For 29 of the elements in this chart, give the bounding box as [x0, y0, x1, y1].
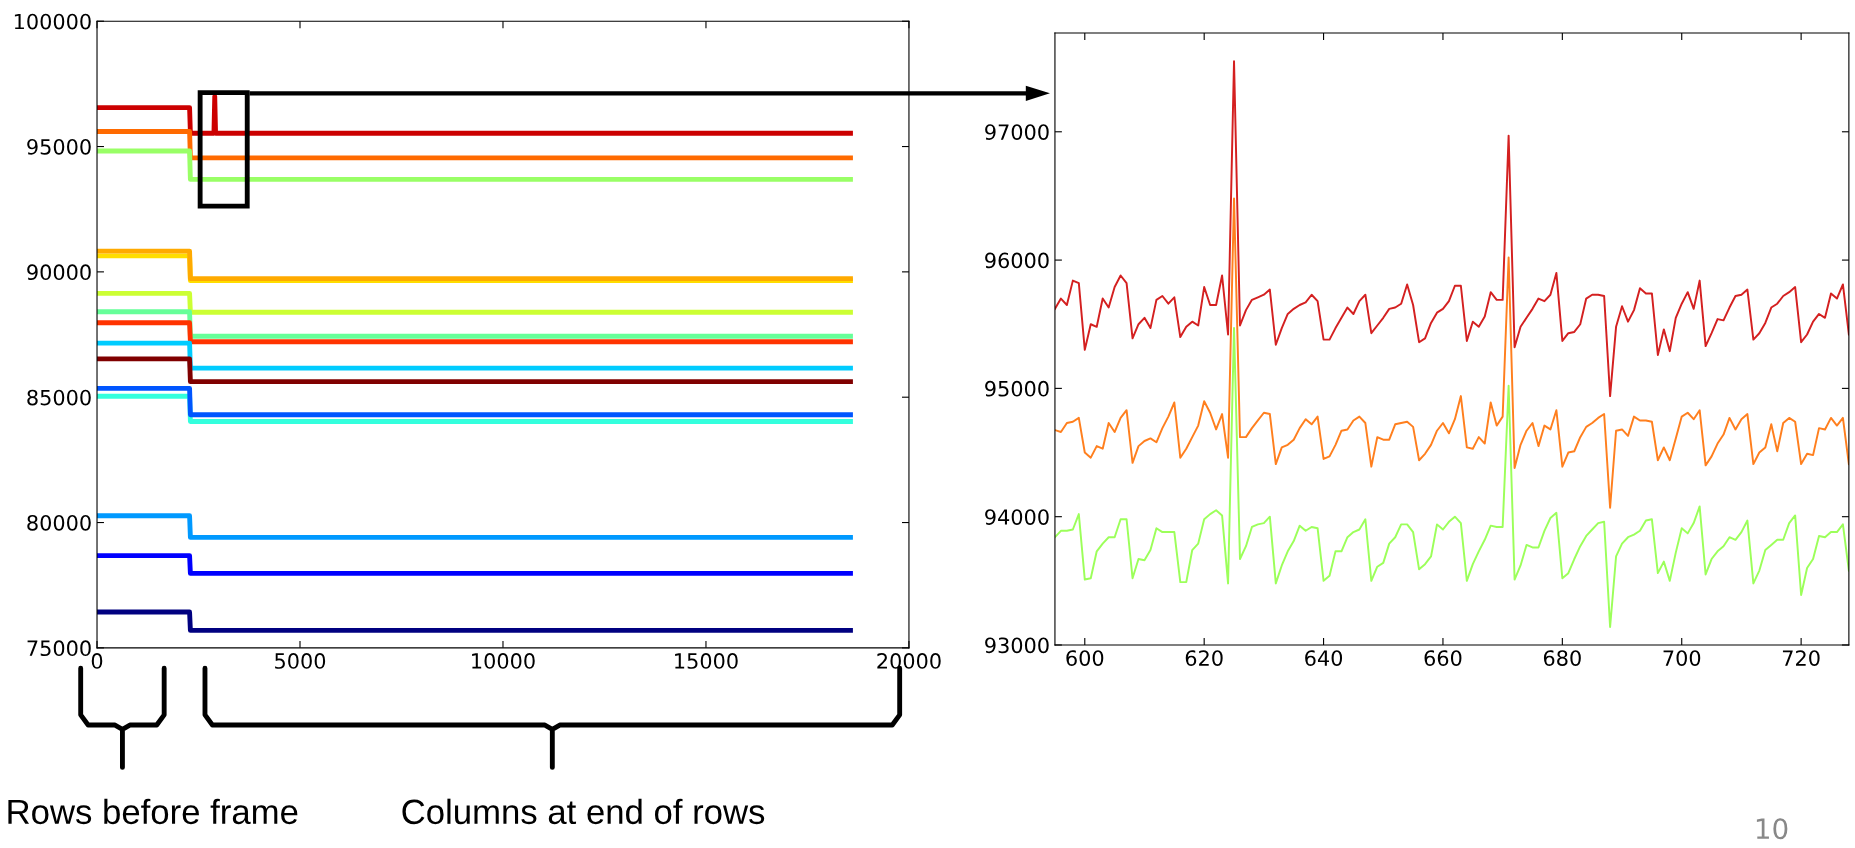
- y-tick-label: 85000: [27, 389, 91, 406]
- x-tick-label: 10000: [472, 653, 535, 669]
- y-tick-label: 90000: [27, 264, 91, 281]
- y-tick-label: 96000: [985, 252, 1049, 269]
- y-tick-label: 80000: [27, 514, 91, 531]
- x-tick-label: 20000: [877, 653, 941, 669]
- y-tick-label: 95000: [985, 380, 1049, 397]
- text: Rows before frame: [8, 798, 298, 825]
- x-tick-label: 680: [1543, 650, 1581, 666]
- x-tick-label: 0: [91, 653, 103, 669]
- y-tick-label: 95000: [27, 138, 91, 155]
- y-tick-label: 93000: [985, 637, 1049, 654]
- y-tick-label: 100000: [14, 13, 91, 30]
- line-series: [1054, 197, 1849, 509]
- x-tick-label: 660: [1424, 650, 1462, 666]
- x-tick-label: 5000: [275, 653, 326, 669]
- x-tick-label: 720: [1782, 650, 1820, 666]
- line-series: [1054, 327, 1849, 628]
- y-tick-label: 75000: [27, 640, 91, 657]
- x-tick-label: 620: [1185, 650, 1223, 666]
- x-tick-label: 600: [1066, 650, 1104, 666]
- y-tick-label: 94000: [985, 509, 1049, 525]
- text: Columns at end of rows: [402, 798, 765, 825]
- y-tick-label: 97000: [985, 124, 1049, 140]
- x-tick-label: 15000: [675, 653, 738, 669]
- line-series: [1054, 60, 1849, 398]
- x-tick-label: 700: [1663, 650, 1701, 666]
- x-tick-label: 640: [1305, 650, 1343, 666]
- text: 10: [1756, 818, 1788, 840]
